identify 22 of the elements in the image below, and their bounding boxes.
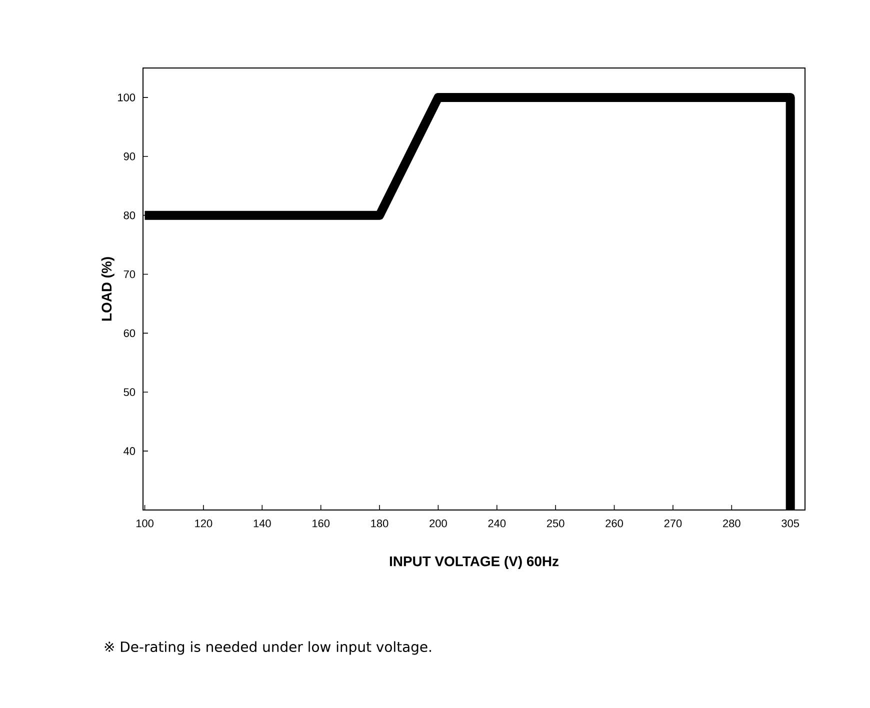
x-tick-label: 200 [430, 519, 447, 528]
y-axis-title: LOAD (%) [101, 257, 114, 321]
x-tick-label: 240 [488, 519, 506, 528]
x-tick-label: 160 [312, 519, 330, 528]
y-tick-label: 60 [124, 329, 136, 338]
x-tick-label: 140 [254, 519, 271, 528]
y-tick-label: 90 [124, 152, 136, 160]
y-tick-label: 50 [124, 388, 136, 396]
x-tick-label: 120 [195, 519, 212, 528]
text: ※ De-rating is needed under low input voltage. [104, 641, 431, 655]
x-tick-label: 280 [723, 519, 740, 528]
x-tick-label: 250 [546, 519, 564, 528]
y-tick-label: 80 [124, 211, 136, 220]
x-tick-label: 270 [664, 519, 682, 528]
x-axis-title: INPUT VOLTAGE (V) 60Hz [390, 556, 558, 569]
x-tick-label: 260 [606, 519, 623, 528]
y-tick-label: 100 [118, 94, 136, 102]
x-tick-label: 180 [371, 519, 388, 528]
x-tick-label: 100 [136, 519, 154, 528]
y-tick-label: 40 [124, 447, 136, 455]
y-tick-label: 70 [124, 270, 136, 278]
x-tick-label: 305 [782, 519, 800, 528]
